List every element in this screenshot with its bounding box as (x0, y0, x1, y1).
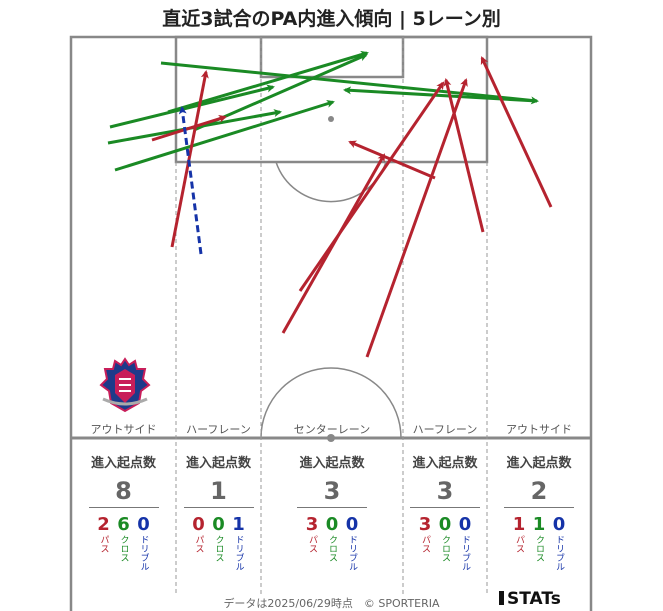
lane-stats-halfspace-right: 進入起点数 3 3 パス 0 クロス 0 ドリブル (403, 452, 487, 571)
lane-label-halfspace-right: ハーフレーン (412, 423, 478, 436)
pass-label: パス (307, 535, 317, 553)
pass-arrow (151, 114, 227, 142)
goal-area (259, 35, 405, 79)
divider (410, 507, 480, 508)
center-spot (327, 434, 335, 442)
lane-label-outside-right: アウトサイド (506, 423, 572, 436)
pass-count: 0 (192, 514, 205, 535)
cross-count: 0 (438, 514, 452, 535)
cross-label: クロス (440, 535, 450, 562)
dribble-count: 0 (552, 514, 566, 535)
cross-count: 0 (212, 514, 225, 535)
cross-label: クロス (327, 535, 337, 562)
lane-stats-outside-right: 進入起点数 2 1 パス 1 クロス 0 ドリブル (487, 452, 591, 571)
dribble-label: ドリブル (460, 535, 470, 571)
pass-label: パス (98, 535, 109, 553)
pass-label: パス (420, 535, 430, 553)
divider (183, 507, 254, 508)
pass-arrow (348, 140, 436, 180)
cross-arrow (114, 99, 335, 172)
dribble-count: 0 (345, 514, 359, 535)
stats-total: 3 (436, 477, 454, 505)
penalty-spot (328, 116, 334, 122)
pass-count: 2 (97, 514, 110, 535)
divider (297, 507, 367, 508)
stats-total: 2 (530, 477, 548, 505)
dribble-count: 1 (232, 514, 245, 535)
dribble-count: 0 (458, 514, 472, 535)
pass-count: 1 (512, 514, 526, 535)
pass-arrow (298, 81, 445, 292)
footer-credit: データは2025/06/29時点 © SPORTERIA (223, 597, 440, 610)
page-title: 直近3試合のPA内進入傾向 | 5レーン別 (162, 8, 501, 30)
dribble-label: ドリブル (554, 535, 564, 571)
cross-count: 1 (532, 514, 546, 535)
pass-label: パス (514, 535, 524, 553)
divider (88, 507, 159, 508)
stats-total: 3 (323, 477, 341, 505)
stats-logo-icon (499, 591, 504, 605)
lane-stats-center: 進入起点数 3 3 パス 0 クロス 0 ドリブル (261, 452, 403, 571)
lane-label-outside-left: アウトサイド (90, 423, 157, 436)
stats-header: 進入起点数 (299, 456, 365, 471)
cross-count: 0 (325, 514, 339, 535)
stats-header: 進入起点数 (506, 456, 572, 471)
center-circle (260, 367, 402, 439)
cross-label: クロス (213, 535, 224, 562)
dribble-label: ドリブル (347, 535, 357, 571)
dribble-arrow (178, 106, 203, 255)
pass-arrow (365, 78, 468, 358)
pass-arrow (170, 70, 209, 248)
cross-arrow (109, 84, 275, 129)
cross-count: 6 (117, 514, 130, 535)
pass-count: 3 (305, 514, 319, 535)
pass-count: 3 (418, 514, 432, 535)
stats-header: 進入起点数 (412, 456, 478, 471)
divider (504, 507, 574, 508)
stats-total: 1 (210, 477, 227, 505)
club-crest-icon (99, 357, 151, 413)
cross-label: クロス (534, 535, 544, 562)
cross-arrow (167, 50, 369, 114)
dribble-label: ドリブル (138, 535, 149, 571)
stats-header: 進入起点数 (90, 456, 156, 471)
pass-label: パス (193, 535, 204, 553)
brand-name: STATs (507, 589, 561, 609)
brand-logo: STATs (499, 589, 561, 609)
stats-total: 8 (115, 477, 132, 505)
cross-arrow (343, 86, 538, 103)
pass-arrow (480, 56, 553, 208)
lane-label-center: センターレーン (293, 423, 371, 436)
lane-label-halfspace-left: ハーフレーン (186, 423, 251, 436)
lane-stats-halfspace-left: 進入起点数 1 0 パス 0 クロス 1 ドリブル (176, 452, 261, 571)
dribble-label: ドリブル (233, 535, 244, 571)
pass-arrow (443, 78, 485, 233)
cross-arrow (160, 61, 539, 105)
cross-label: クロス (118, 535, 129, 562)
lane-stats-outside-left: 進入起点数 8 2 パス 6 クロス 0 ドリブル (71, 452, 176, 571)
stats-header: 進入起点数 (185, 456, 251, 471)
dribble-count: 0 (137, 514, 150, 535)
